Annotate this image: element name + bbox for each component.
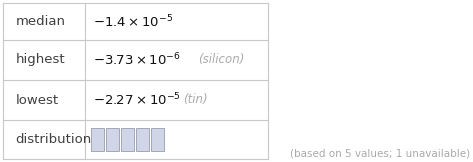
Bar — [151, 128, 164, 151]
Text: lowest: lowest — [15, 93, 59, 106]
Text: (based on 5 values; 1 unavailable): (based on 5 values; 1 unavailable) — [290, 149, 470, 159]
Text: $-1.4\times10^{-5}$: $-1.4\times10^{-5}$ — [93, 13, 173, 30]
Text: $-2.27\times10^{-5}$: $-2.27\times10^{-5}$ — [93, 92, 181, 108]
Bar — [136, 128, 149, 151]
Bar — [106, 128, 119, 151]
Bar — [91, 128, 104, 151]
Bar — [121, 128, 134, 151]
Text: median: median — [15, 15, 65, 28]
Text: (silicon): (silicon) — [198, 53, 245, 66]
Text: distribution: distribution — [15, 133, 92, 146]
Text: (tin): (tin) — [183, 93, 208, 106]
Text: highest: highest — [15, 53, 65, 66]
Text: $-3.73\times10^{-6}$: $-3.73\times10^{-6}$ — [93, 52, 181, 68]
